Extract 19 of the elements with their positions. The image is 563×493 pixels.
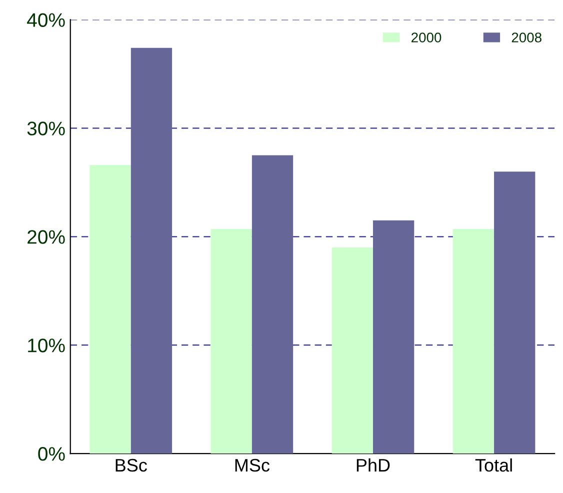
bar [210, 229, 252, 454]
bar [494, 172, 536, 454]
bar [372, 220, 414, 454]
x-tick-label: Total [475, 458, 512, 472]
x-tick-label: PhD [356, 458, 390, 472]
x-tick-label: MSc [235, 458, 270, 472]
legend-label: 2000 [412, 32, 442, 42]
x-tick-label: BSc [116, 458, 147, 472]
y-tick-label: 20% [28, 230, 65, 244]
legend-label: 2008 [512, 32, 542, 42]
y-tick-label: 30% [27, 122, 65, 136]
y-tick-label: 0% [38, 447, 65, 461]
y-tick-label: 10% [28, 338, 65, 352]
bar [332, 247, 373, 454]
bar [130, 48, 172, 454]
y-tick-label: 40% [27, 13, 65, 27]
bar [90, 165, 131, 454]
bar [252, 155, 294, 454]
bar [452, 229, 494, 454]
